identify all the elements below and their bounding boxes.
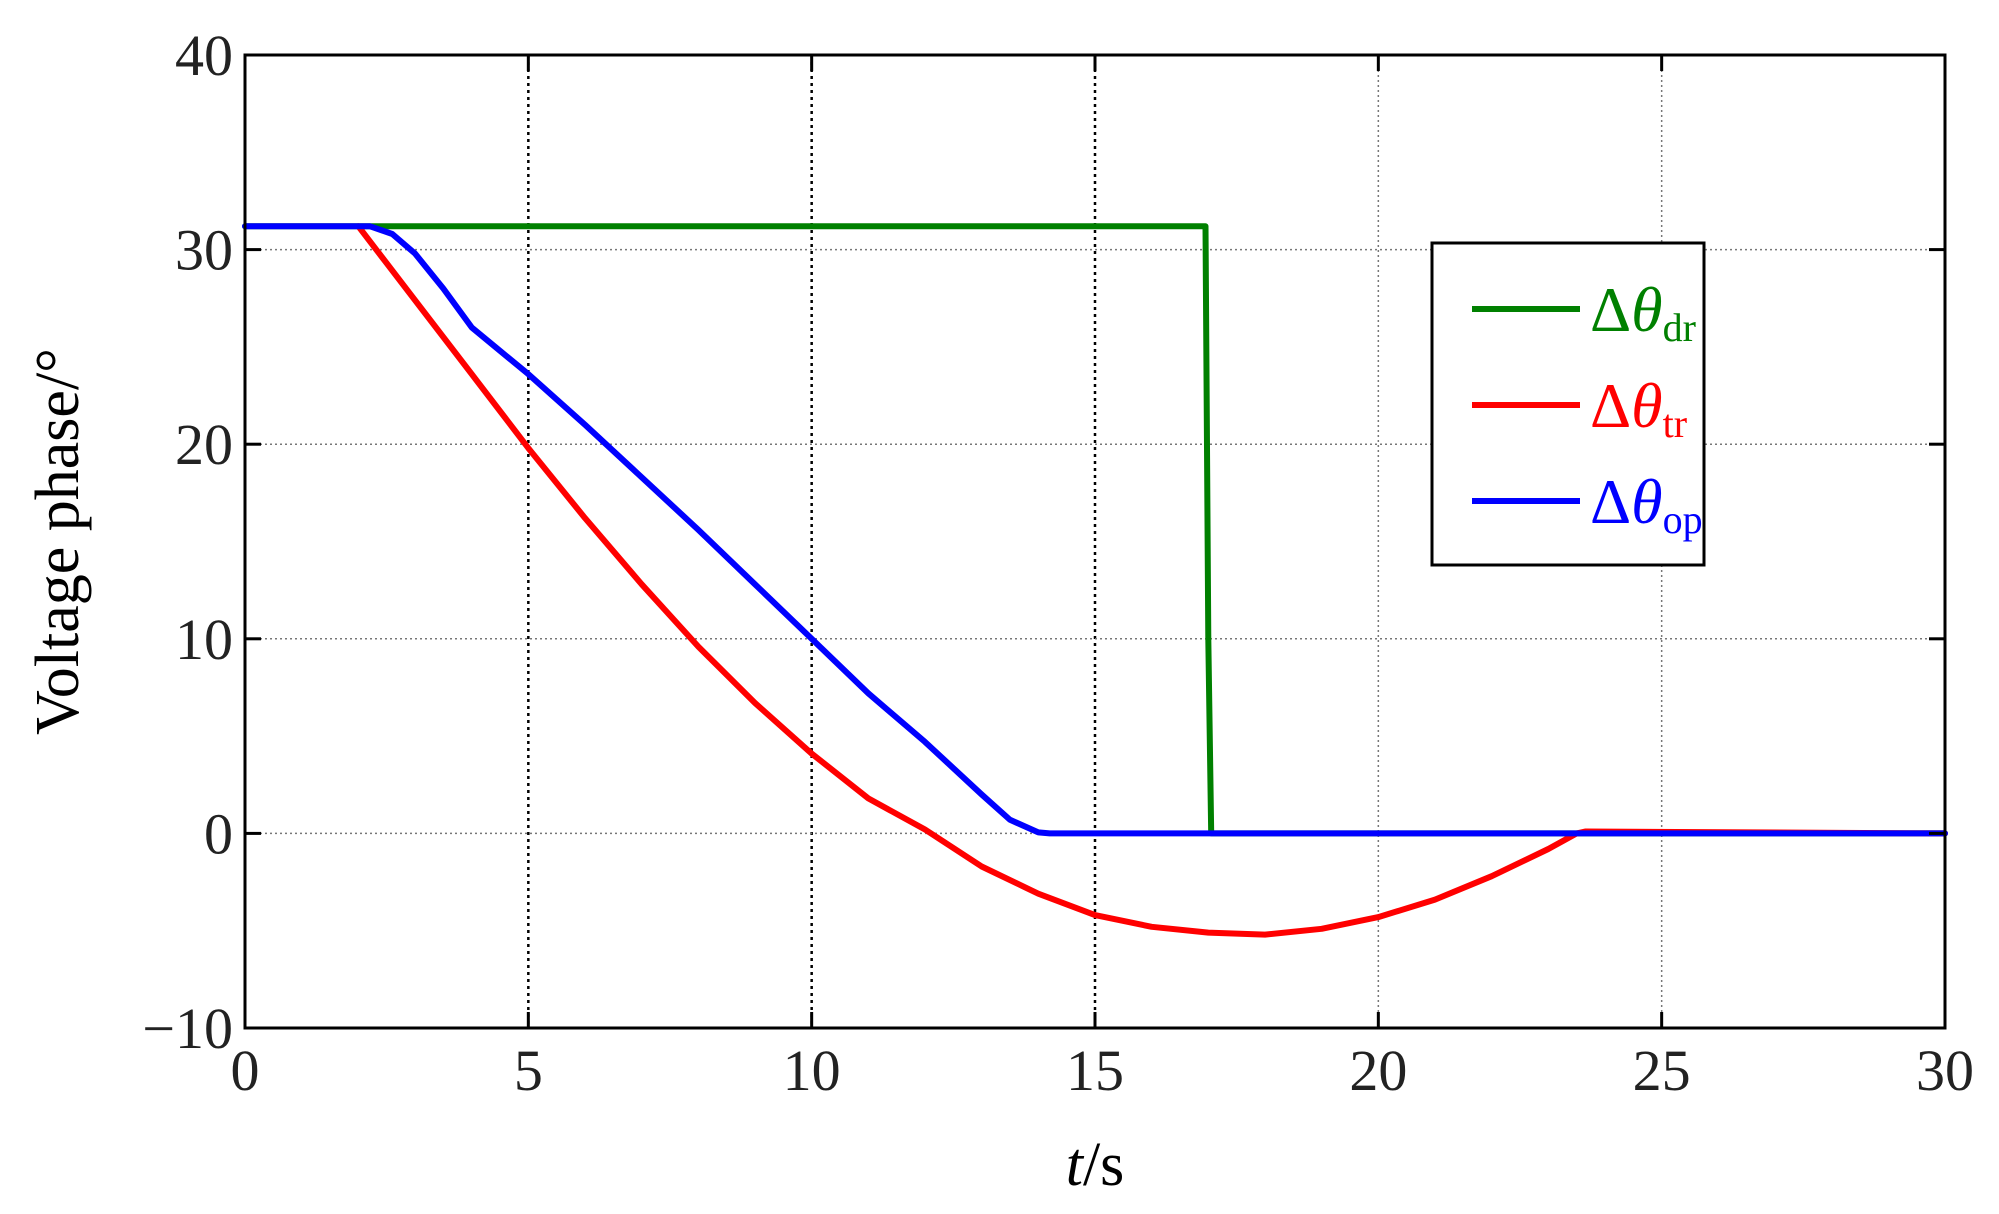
x-tick-label: 10 <box>783 1038 841 1103</box>
y-tick-label: 10 <box>175 607 233 672</box>
x-tick-label: 25 <box>1633 1038 1691 1103</box>
y-tick-label: −10 <box>142 996 233 1061</box>
legend-label: Δθdr <box>1590 274 1696 350</box>
series-line-tr <box>355 223 1948 938</box>
y-tick-label: 20 <box>175 412 233 477</box>
x-tick-label: 20 <box>1349 1038 1407 1103</box>
y-tick-label: 30 <box>175 218 233 283</box>
x-tick-label: 0 <box>231 1038 260 1103</box>
series-line-op <box>242 223 1948 837</box>
y-tick-label: 0 <box>204 801 233 866</box>
tick-marks <box>243 53 1947 1030</box>
x-axis-title-rest: /s <box>1083 1131 1124 1199</box>
x-tick-label: 5 <box>514 1038 543 1103</box>
legend-label: Δθtr <box>1590 370 1687 446</box>
legend-label: Δθop <box>1590 466 1703 542</box>
x-axis-title-italic: t <box>1066 1131 1085 1199</box>
y-axis-title: Voltage phase/° <box>24 348 92 735</box>
y-tick-label: 40 <box>175 23 233 88</box>
x-tick-label: 30 <box>1916 1038 1974 1103</box>
legend: Δθdr Δθtr Δθop <box>1430 241 1706 567</box>
series-lines <box>242 223 1948 938</box>
x-tick-label: 15 <box>1066 1038 1124 1103</box>
x-axis-title: t/s <box>1066 1131 1125 1199</box>
